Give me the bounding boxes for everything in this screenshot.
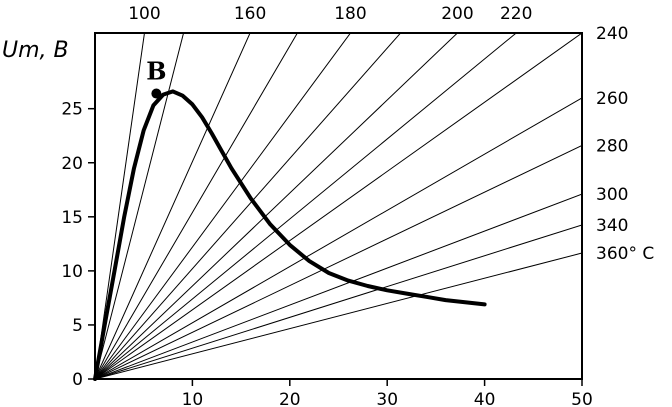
y-ticks: 0 5 10 15 20 25: [61, 100, 95, 390]
ray-line: [95, 33, 251, 379]
series-line: [93, 89, 487, 381]
ray-line: [95, 33, 402, 379]
x-tick-label: 40: [474, 390, 496, 407]
ray-label: 280: [596, 136, 628, 156]
point-label: B: [146, 57, 166, 86]
y-tick-label: 10: [61, 262, 83, 282]
y-tick-label: 20: [61, 154, 83, 174]
ray-label: 100: [128, 4, 160, 24]
ray-line: [95, 33, 582, 379]
x-tick-label: 50: [571, 390, 593, 407]
ray-label: 160: [234, 4, 266, 24]
curve-group: [93, 89, 487, 381]
ray-label: 360° C: [596, 244, 654, 264]
ray-label: 300: [596, 185, 628, 205]
rays: [95, 33, 582, 379]
ray-label: 220: [500, 4, 532, 24]
ray-line: [95, 33, 185, 379]
ray-line: [95, 33, 459, 379]
ray-line: [95, 252, 582, 379]
ray-label: 240: [596, 24, 628, 44]
ray-label: 260: [596, 89, 628, 109]
ray-labels: 100 160 180 200 220 240 260 280 300 340 360° C: [128, 4, 654, 264]
x-ticks: 10 20 30 40 50: [182, 379, 593, 407]
point-group: B: [146, 57, 167, 99]
x-tick-label: 30: [376, 390, 398, 407]
ray-label: 200: [441, 4, 473, 24]
y-tick-label: 0: [72, 370, 83, 390]
ray-line: [95, 224, 582, 379]
plot-frame: [94, 32, 583, 380]
ray-line: [95, 33, 145, 379]
point-marker: [151, 88, 162, 99]
ray-label: 180: [334, 4, 366, 24]
ray-line: [95, 144, 582, 379]
y-tick-label: 25: [61, 100, 83, 120]
ray-line: [95, 193, 582, 379]
ray-label: 340: [596, 216, 628, 236]
ray-line: [95, 33, 298, 379]
ray-line: [95, 33, 517, 379]
y-tick-label: 15: [61, 208, 83, 228]
y-axis-label: Um, B: [2, 38, 69, 63]
x-tick-label: 20: [279, 390, 301, 407]
ray-line: [95, 97, 582, 379]
ray-line: [95, 33, 352, 379]
x-tick-label: 10: [182, 390, 204, 407]
y-tick-label: 5: [72, 316, 83, 336]
